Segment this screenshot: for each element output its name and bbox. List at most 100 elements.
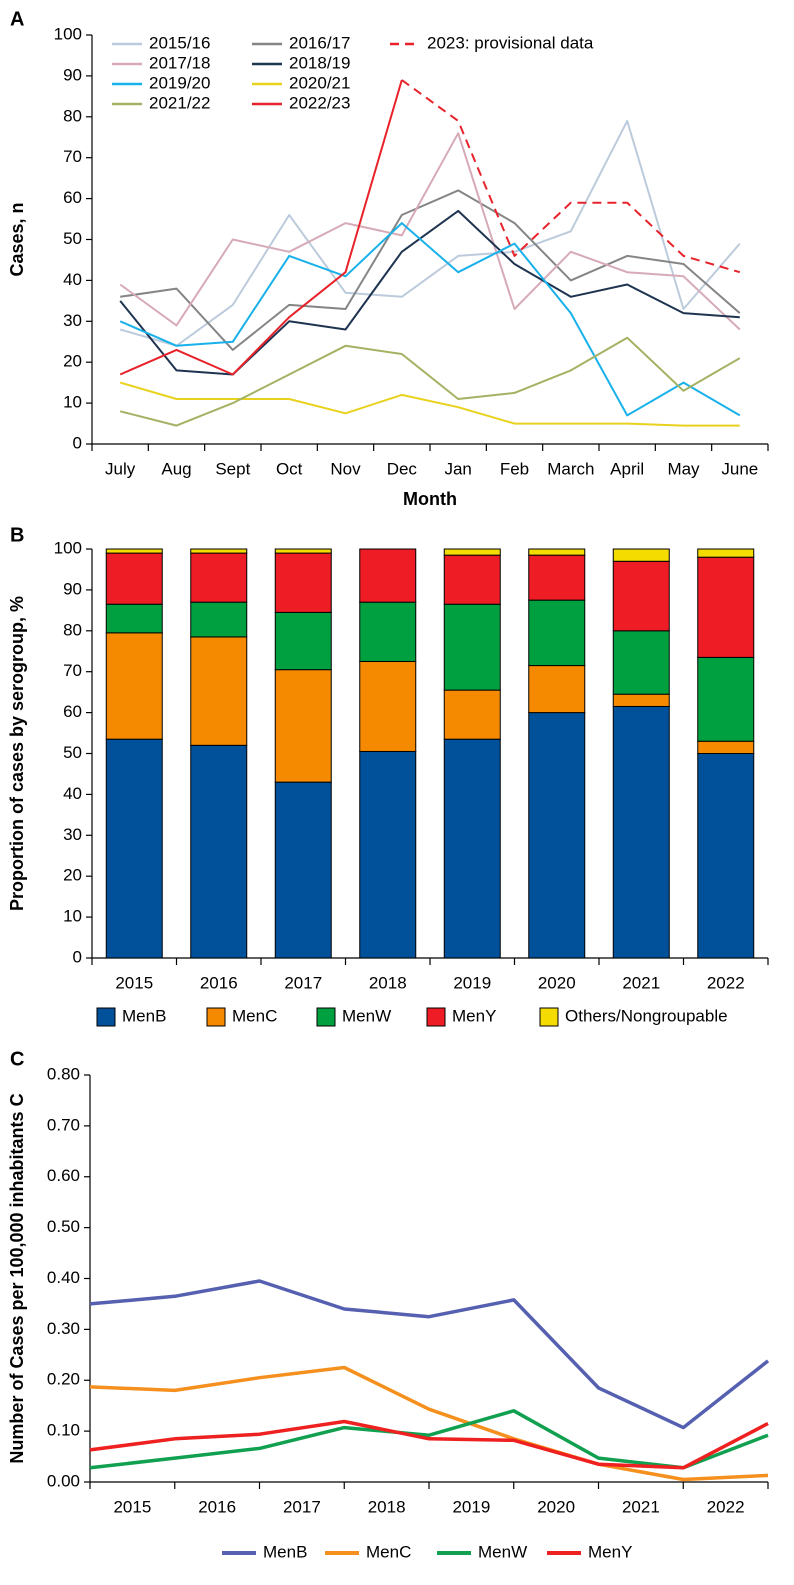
y-tick-label: 80 xyxy=(63,620,82,639)
y-tick-label: 0.60 xyxy=(47,1166,80,1185)
bar-segment xyxy=(443,738,501,959)
legend-label: 2015/16 xyxy=(149,33,210,52)
bar-segment xyxy=(359,601,417,662)
y-tick-label: 90 xyxy=(63,579,82,598)
x-tick-label: 2018 xyxy=(369,973,407,992)
y-tick-label: 20 xyxy=(63,352,82,371)
series-line xyxy=(119,209,740,376)
bar-segment xyxy=(528,554,586,601)
bar-segment xyxy=(274,552,332,613)
bar-segment xyxy=(274,611,332,671)
series-line xyxy=(89,1419,769,1470)
legend-label: 2016/17 xyxy=(289,33,350,52)
bar-segment xyxy=(443,603,501,691)
series-line xyxy=(89,1279,770,1430)
bar-segment xyxy=(190,744,248,959)
series-line xyxy=(120,189,741,351)
series-line xyxy=(401,79,741,274)
bar-segment xyxy=(697,548,755,558)
bar-segment xyxy=(528,548,586,556)
x-tick-label: 2021 xyxy=(622,973,660,992)
legend-label: MenW xyxy=(478,1542,527,1561)
bar-segment xyxy=(359,548,417,603)
series-line xyxy=(89,1365,769,1482)
x-tick-label: 2019 xyxy=(452,1497,490,1516)
series-line xyxy=(119,132,741,331)
y-tick-label: 0 xyxy=(73,947,82,966)
y-tick-label: 90 xyxy=(63,65,82,84)
legend-label: MenY xyxy=(452,1006,496,1025)
legend-label: 2018/19 xyxy=(289,53,350,72)
y-axis-label: Proportion of cases by serogroup, % xyxy=(7,596,27,911)
x-tick-label: May xyxy=(667,459,700,478)
y-axis-label: Number of Cases per 100,000 inhabitants … xyxy=(7,1093,27,1463)
y-tick-label: 80 xyxy=(63,106,82,125)
x-tick-label: March xyxy=(547,459,594,478)
x-tick-label: June xyxy=(721,459,758,478)
y-tick-label: 0.80 xyxy=(47,1064,80,1083)
bar-segment xyxy=(528,665,586,714)
bar-segment xyxy=(443,548,501,556)
legend-label: MenB xyxy=(122,1006,166,1025)
x-tick-label: 2022 xyxy=(707,1497,745,1516)
y-axis-label: Cases, n xyxy=(7,202,27,276)
x-axis-label: Month xyxy=(403,489,457,509)
y-tick-label: 0 xyxy=(73,433,82,452)
x-tick-label: 2022 xyxy=(707,973,745,992)
bar-segment xyxy=(443,689,501,740)
legend-label: MenB xyxy=(263,1542,307,1561)
bar-segment xyxy=(697,740,755,754)
x-tick-label: Sept xyxy=(215,459,250,478)
bar-segment xyxy=(612,560,670,632)
bar-segment xyxy=(105,603,163,634)
bar-segment xyxy=(443,554,501,605)
bar-segment xyxy=(612,548,670,562)
y-tick-label: 0.30 xyxy=(47,1319,80,1338)
y-tick-label: 0.00 xyxy=(47,1471,80,1490)
x-tick-label: 2021 xyxy=(622,1497,660,1516)
x-tick-label: 2020 xyxy=(538,973,576,992)
x-tick-label: 2015 xyxy=(115,973,153,992)
legend-label: 2020/21 xyxy=(289,73,350,92)
x-tick-label: 2019 xyxy=(453,973,491,992)
legend-swatch xyxy=(539,1007,559,1027)
legend-label: 2019/20 xyxy=(149,73,210,92)
bar-segment xyxy=(612,693,670,707)
legend-label: MenY xyxy=(588,1542,632,1561)
bar-segment xyxy=(274,781,332,959)
x-tick-label: Jan xyxy=(444,459,471,478)
bar-segment xyxy=(105,738,163,959)
bar-segment xyxy=(190,552,248,603)
legend-label: Others/Nongroupable xyxy=(565,1006,728,1025)
y-tick-label: 50 xyxy=(63,743,82,762)
y-tick-label: 70 xyxy=(63,147,82,166)
series-line xyxy=(119,336,741,427)
bar-segment xyxy=(528,599,586,667)
legend-swatch xyxy=(96,1007,116,1027)
bar-segment xyxy=(105,632,163,740)
x-tick-label: 2016 xyxy=(198,1497,236,1516)
x-tick-label: July xyxy=(105,459,136,478)
bar-segment xyxy=(274,548,332,554)
bar-segment xyxy=(190,636,248,746)
bar-segment xyxy=(359,660,417,752)
y-tick-label: 10 xyxy=(63,393,82,412)
series-line xyxy=(119,381,740,427)
y-tick-label: 0.40 xyxy=(47,1268,80,1287)
bar-segment xyxy=(190,601,248,638)
legend-label: MenW xyxy=(342,1006,391,1025)
bar-segment xyxy=(190,548,248,554)
x-tick-label: 2016 xyxy=(200,973,238,992)
x-tick-label: 2020 xyxy=(537,1497,575,1516)
legend-label: 2022/23 xyxy=(289,93,350,112)
y-tick-label: 30 xyxy=(63,311,82,330)
bar-segment xyxy=(612,630,670,695)
panel-label: C xyxy=(10,1048,24,1070)
bar-segment xyxy=(697,656,755,742)
series-line xyxy=(119,119,741,347)
y-tick-label: 30 xyxy=(63,825,82,844)
bar-segment xyxy=(612,705,670,959)
legend-swatch xyxy=(206,1007,226,1027)
x-tick-label: 2015 xyxy=(113,1497,151,1516)
